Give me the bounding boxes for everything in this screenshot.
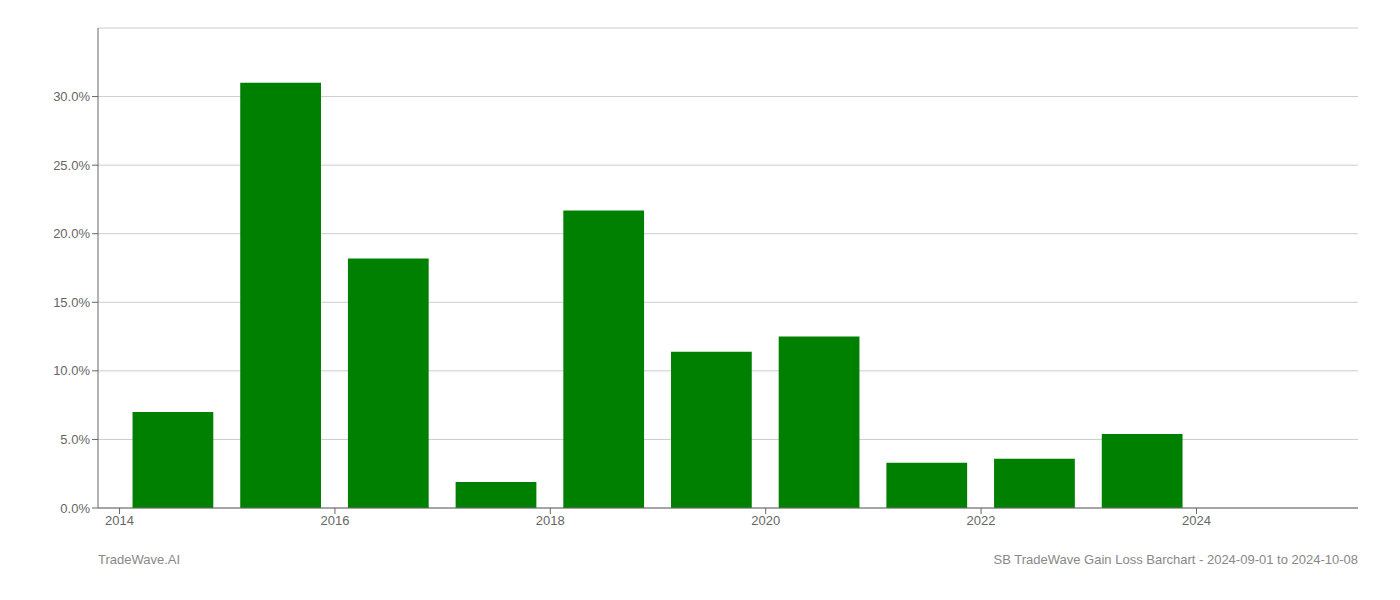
svg-text:25.0%: 25.0% [53,158,90,173]
svg-text:0.0%: 0.0% [60,501,90,516]
svg-text:2014: 2014 [105,513,134,528]
svg-text:2022: 2022 [967,513,996,528]
svg-text:2016: 2016 [320,513,349,528]
svg-text:2024: 2024 [1182,513,1211,528]
svg-text:15.0%: 15.0% [53,295,90,310]
svg-text:30.0%: 30.0% [53,89,90,104]
svg-text:2020: 2020 [751,513,780,528]
html-text:SB TradeWave Gain Loss Barchar: SB TradeWave Gain Loss Barchart - 2024-0… [993,552,1358,567]
svg-text:5.0%: 5.0% [60,432,90,447]
svg-text:10.0%: 10.0% [53,363,90,378]
svg-text:20.0%: 20.0% [53,226,90,241]
svg-text:2018: 2018 [536,513,565,528]
html-text:TradeWave.AI: TradeWave.AI [98,552,181,567]
